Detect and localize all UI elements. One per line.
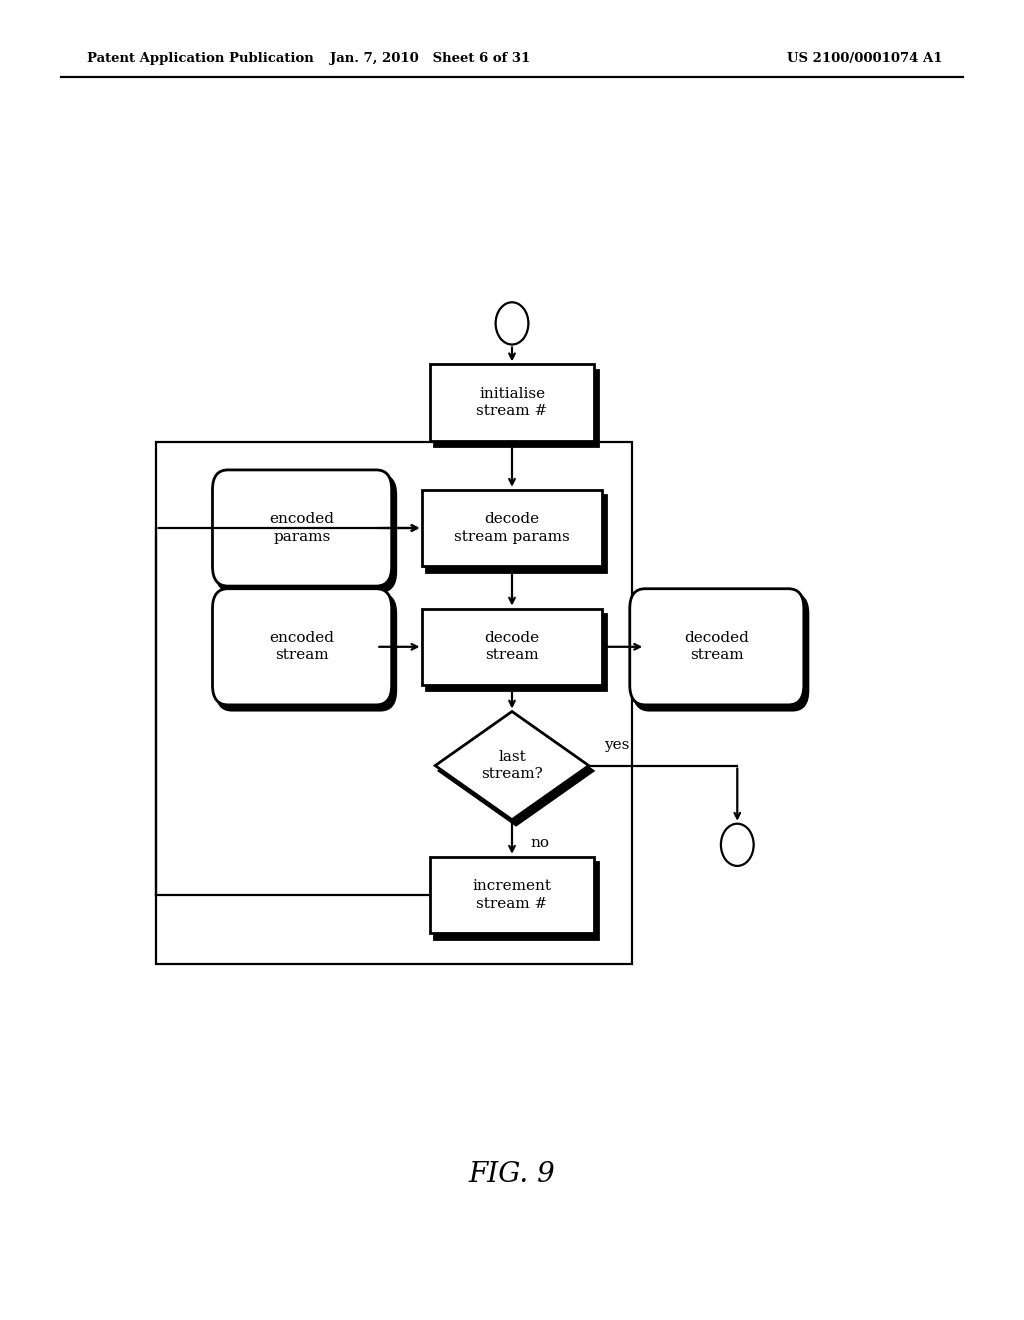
- Text: encoded
params: encoded params: [269, 512, 335, 544]
- Text: decode
stream: decode stream: [484, 631, 540, 663]
- FancyBboxPatch shape: [216, 475, 395, 591]
- FancyBboxPatch shape: [426, 495, 605, 572]
- FancyBboxPatch shape: [430, 857, 594, 933]
- Text: decode
stream params: decode stream params: [454, 512, 570, 544]
- FancyBboxPatch shape: [422, 490, 601, 566]
- FancyBboxPatch shape: [430, 364, 594, 441]
- Text: Jan. 7, 2010   Sheet 6 of 31: Jan. 7, 2010 Sheet 6 of 31: [330, 51, 530, 65]
- FancyBboxPatch shape: [630, 589, 804, 705]
- Text: decoded
stream: decoded stream: [684, 631, 750, 663]
- FancyBboxPatch shape: [212, 589, 391, 705]
- FancyBboxPatch shape: [434, 370, 598, 446]
- Circle shape: [721, 824, 754, 866]
- FancyBboxPatch shape: [216, 594, 395, 710]
- Text: FIG. 9: FIG. 9: [469, 1162, 555, 1188]
- FancyBboxPatch shape: [434, 862, 598, 939]
- FancyBboxPatch shape: [212, 470, 391, 586]
- Text: no: no: [530, 836, 550, 850]
- Text: increment
stream #: increment stream #: [472, 879, 552, 911]
- Text: initialise
stream #: initialise stream #: [476, 387, 548, 418]
- Text: yes: yes: [604, 738, 630, 752]
- Text: last
stream?: last stream?: [481, 750, 543, 781]
- Polygon shape: [439, 717, 593, 825]
- Bar: [156, 442, 632, 964]
- Polygon shape: [435, 711, 589, 820]
- Text: US 2100/0001074 A1: US 2100/0001074 A1: [786, 51, 942, 65]
- FancyBboxPatch shape: [426, 614, 605, 690]
- Text: Patent Application Publication: Patent Application Publication: [87, 51, 313, 65]
- FancyBboxPatch shape: [422, 609, 601, 685]
- Text: encoded
stream: encoded stream: [269, 631, 335, 663]
- FancyBboxPatch shape: [634, 594, 808, 710]
- Circle shape: [496, 302, 528, 345]
